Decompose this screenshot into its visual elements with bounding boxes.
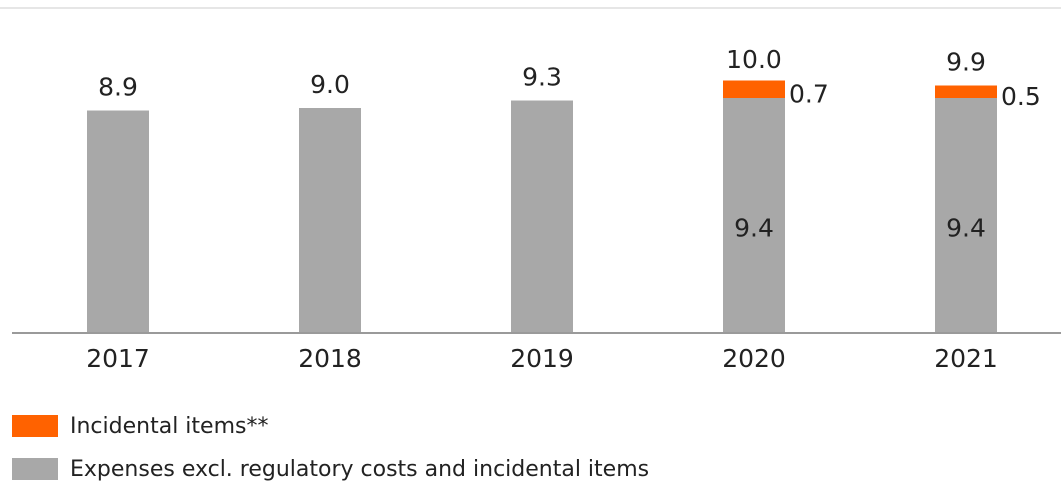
x-tick-label: 2020 xyxy=(722,344,786,373)
legend-swatch xyxy=(12,458,58,480)
value-label: 8.9 xyxy=(98,73,138,102)
x-tick-label: 2019 xyxy=(510,344,574,373)
bar-segment xyxy=(723,80,785,98)
value-label: 9.0 xyxy=(310,70,350,99)
bar-segment xyxy=(935,98,997,333)
total-label: 10.0 xyxy=(726,45,782,74)
legend-label: Expenses excl. regulatory costs and inci… xyxy=(70,457,649,482)
value-label: 9.4 xyxy=(946,214,986,243)
value-label: 9.3 xyxy=(522,63,562,92)
bar-segment xyxy=(511,100,573,333)
x-tick-label: 2017 xyxy=(86,344,150,373)
value-label: 0.7 xyxy=(789,79,829,108)
legend-swatch xyxy=(12,415,58,437)
total-label: 9.9 xyxy=(946,48,986,77)
x-tick-label: 2018 xyxy=(298,344,362,373)
value-label: 9.4 xyxy=(734,214,774,243)
bar-segment xyxy=(87,110,149,333)
x-tick-label: 2021 xyxy=(934,344,998,373)
bar-segment xyxy=(723,98,785,333)
value-label: 0.5 xyxy=(1001,82,1041,111)
legend-label: Incidental items** xyxy=(70,414,268,439)
bar-segment xyxy=(299,108,361,333)
bar-segment xyxy=(935,85,997,98)
